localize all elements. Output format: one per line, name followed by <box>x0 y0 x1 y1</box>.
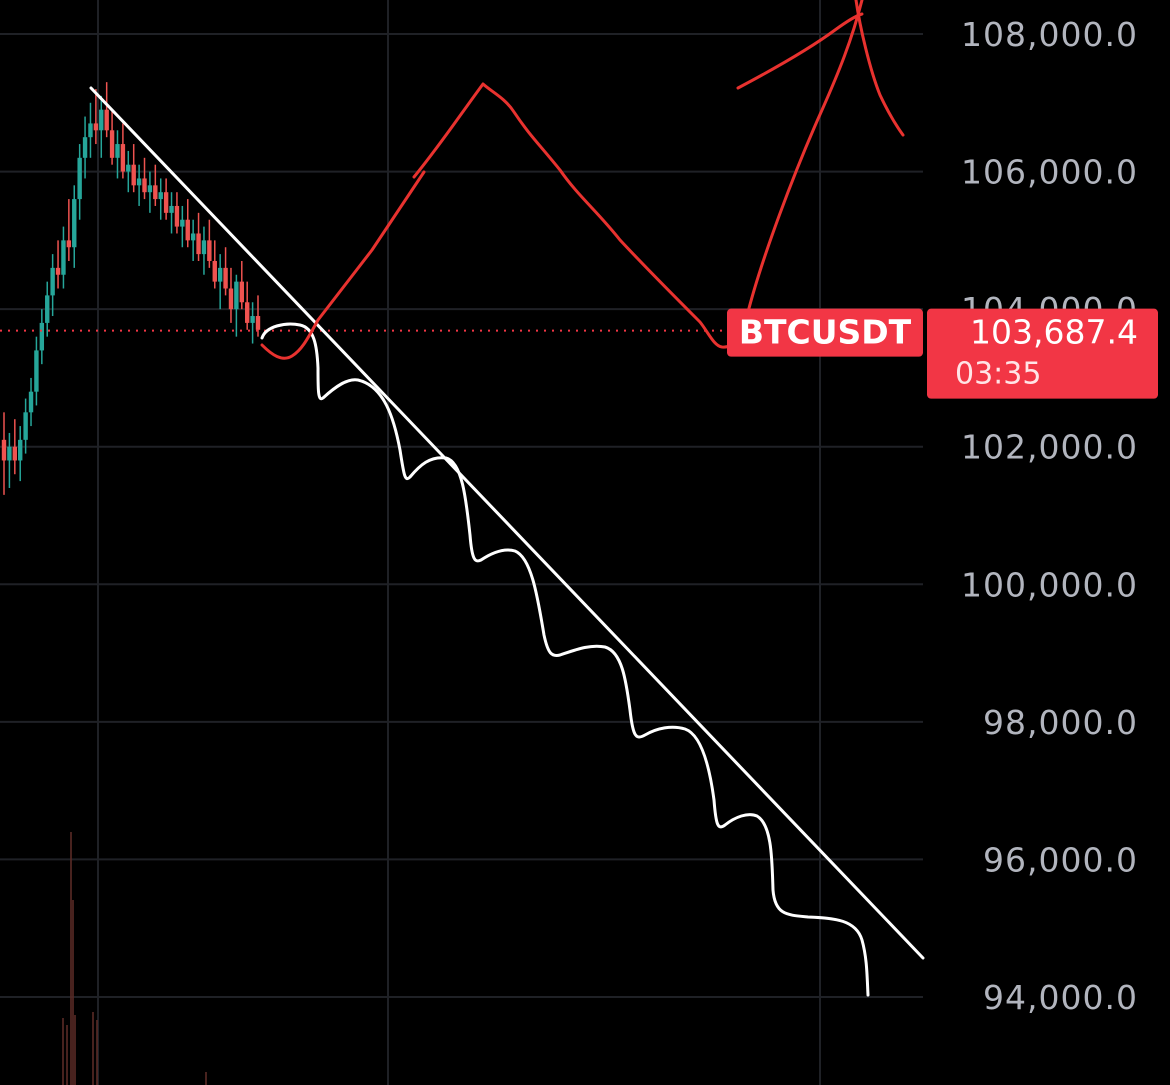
candle-body <box>234 281 239 310</box>
last-price-value: 103,687.4 <box>970 313 1138 352</box>
candle-body <box>120 144 126 172</box>
candle-body <box>115 144 120 158</box>
candle-body <box>34 350 39 392</box>
volume-bar <box>74 1015 76 1085</box>
projected-staircase-path <box>260 322 870 997</box>
candle-body <box>77 157 82 200</box>
candle-body <box>190 233 196 241</box>
candle-body <box>28 391 34 413</box>
candle-body <box>88 123 93 138</box>
candle-body <box>12 446 18 461</box>
candle-body <box>147 185 153 193</box>
candle-body <box>82 137 88 158</box>
candle-body <box>72 199 77 248</box>
candle-body <box>196 233 201 255</box>
candle-body <box>45 295 50 323</box>
chart-grid <box>0 0 923 1085</box>
candle-body <box>109 130 115 158</box>
volume-bar <box>205 1072 207 1085</box>
y-tick-label: 94,000.0 <box>983 978 1138 1017</box>
drawing-annotations-white <box>89 86 925 997</box>
candle-body <box>212 260 217 282</box>
candle-body <box>163 192 169 213</box>
candle-body <box>104 109 109 131</box>
candle-body <box>136 178 142 186</box>
candle-body <box>250 316 255 323</box>
volume-bar <box>92 1012 94 1085</box>
y-tick-label: 96,000.0 <box>983 840 1138 879</box>
candle-body <box>207 240 212 261</box>
volume-bar <box>70 832 72 1085</box>
downtrend-line <box>89 86 925 960</box>
price-tags: BTCUSDT 103,687.4 03:35 <box>727 308 1158 399</box>
candle-body <box>185 219 190 241</box>
candle-body <box>153 185 158 200</box>
last-price-tag <box>927 308 1158 399</box>
y-tick-label: 100,000.0 <box>961 565 1138 604</box>
volume-bars <box>62 832 207 1085</box>
candle-body <box>158 192 163 200</box>
y-tick-label: 106,000.0 <box>961 153 1138 192</box>
candle-body <box>201 240 207 255</box>
drawing-annotations-red <box>260 0 905 360</box>
y-tick-label: 108,000.0 <box>961 15 1138 54</box>
candle-body <box>61 240 66 275</box>
y-tick-label: 98,000.0 <box>983 703 1138 742</box>
candle-body <box>223 267 228 289</box>
y-tick-label: 102,000.0 <box>961 428 1138 467</box>
symbol-label: BTCUSDT <box>739 313 912 352</box>
candle-body <box>126 164 131 172</box>
candle-body <box>1 439 7 461</box>
candle-body <box>169 205 174 213</box>
candle-body <box>244 302 250 323</box>
candle-body <box>228 288 234 310</box>
volume-bar <box>72 900 74 1085</box>
volume-bar <box>66 1025 68 1085</box>
candle-body <box>18 439 23 461</box>
candlestick-series <box>1 82 261 495</box>
candle-body <box>55 267 61 275</box>
candle-body <box>180 219 185 227</box>
candle-body <box>239 281 244 303</box>
volume-bar <box>96 1020 98 1085</box>
candle-body <box>7 446 12 461</box>
candle-body <box>131 164 136 186</box>
volume-bar <box>62 1018 64 1085</box>
candle-body <box>142 178 147 193</box>
bar-countdown: 03:35 <box>955 357 1041 392</box>
symbol-tag <box>727 308 923 357</box>
candle-body <box>255 316 261 330</box>
candle-body <box>23 412 28 440</box>
candle-body <box>174 205 180 227</box>
candle-body <box>66 240 72 248</box>
candle-body <box>93 123 99 131</box>
candle-body <box>217 267 223 282</box>
candle-body <box>39 322 45 351</box>
projected-rally-path <box>260 0 905 360</box>
candle-body <box>99 109 104 131</box>
candle-body <box>50 267 55 296</box>
